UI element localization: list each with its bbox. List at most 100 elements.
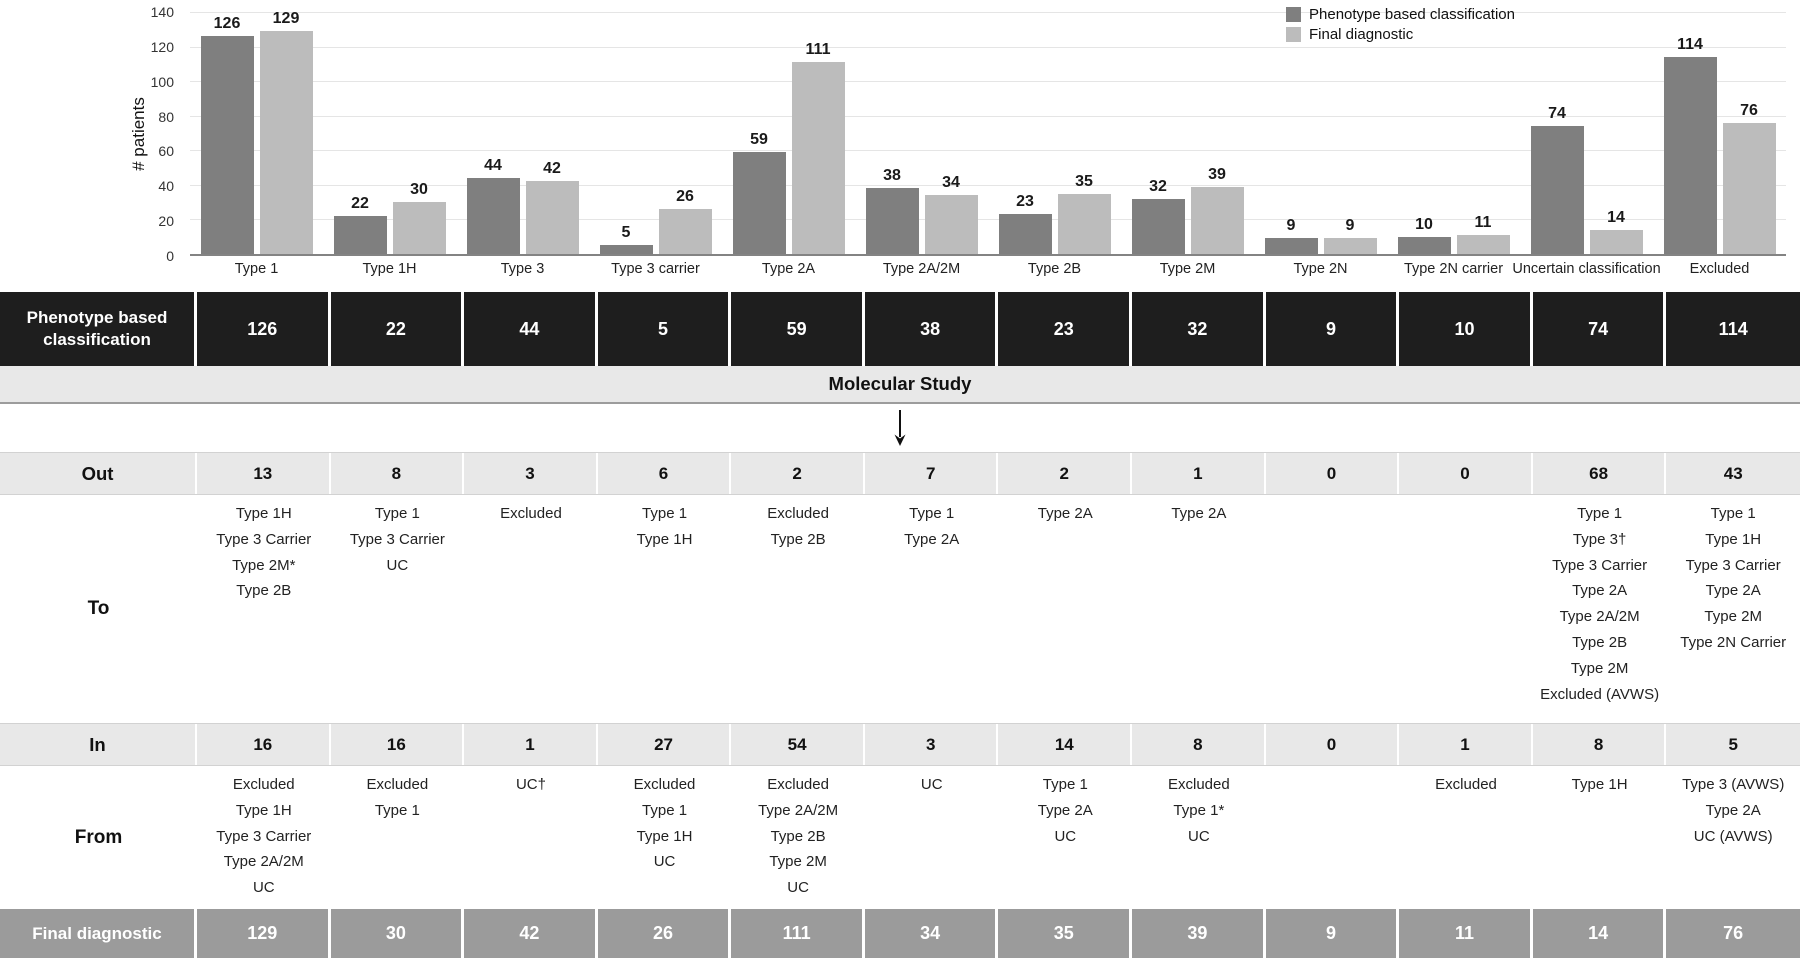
reclassification-list-cell bbox=[1266, 766, 1400, 909]
reclassification-list-item: Excluded bbox=[366, 776, 429, 793]
reclassification-list-item: Type 1 bbox=[374, 801, 420, 819]
legend-item: Phenotype based classification bbox=[1286, 6, 1515, 23]
reclassification-list-item: Type 1 bbox=[909, 505, 955, 522]
reclassification-list-item: Excluded bbox=[232, 776, 295, 793]
reclassification-list-item: Excluded bbox=[767, 505, 829, 522]
table-cell: 2 bbox=[998, 453, 1133, 494]
table-cell: 14 bbox=[998, 724, 1133, 765]
table-cell: 5 bbox=[1728, 734, 1738, 754]
reclassification-list-cell: UC bbox=[865, 766, 999, 909]
bar: 39 bbox=[1190, 166, 1244, 254]
reclassification-list-item: UC (AVWS) bbox=[1693, 827, 1773, 845]
x-axis-category-text: Type 1 bbox=[234, 261, 279, 277]
out-row: Out 13 8 3 6 2 7 2 1 0 0 68 43 bbox=[0, 452, 1800, 495]
bar: 126 bbox=[200, 15, 254, 254]
bar-group: 44 42 bbox=[456, 12, 589, 254]
y-tick-label: 120 bbox=[150, 38, 174, 55]
bar-value-label: 111 bbox=[805, 41, 831, 59]
bar: 44 bbox=[466, 157, 520, 254]
reclassification-list-item: Excluded bbox=[1168, 776, 1230, 793]
bar: 42 bbox=[525, 160, 579, 254]
reclassification-list-item: UC bbox=[386, 556, 409, 574]
reclassification-list-cell: Excluded bbox=[464, 495, 598, 723]
table-cell: 76 bbox=[1666, 909, 1800, 958]
gridline bbox=[190, 81, 1786, 83]
reclassification-list-item: UC† bbox=[515, 776, 546, 793]
reclassification-list-cell: UC† bbox=[464, 766, 598, 909]
molecular-study-label: Molecular Study bbox=[828, 373, 972, 394]
bar: 38 bbox=[865, 167, 919, 254]
x-axis-category-text: Type 2N bbox=[1293, 261, 1348, 277]
legend-swatch bbox=[1286, 27, 1301, 42]
table-cell: 7 bbox=[865, 453, 999, 494]
reclassification-list-item: Type 2A bbox=[1171, 505, 1227, 522]
table-cell: 59 bbox=[731, 292, 865, 366]
reclassification-list-item: UC bbox=[653, 853, 676, 871]
table-cell: 10 bbox=[1399, 292, 1533, 366]
table-cell: 6 bbox=[598, 453, 732, 494]
x-axis-category-label: Excluded bbox=[1653, 261, 1786, 285]
reclassification-list-cell: Excluded Type 2A/2M Type 2B Type 2M UC bbox=[731, 766, 865, 909]
reclassification-list-item: Type 1H bbox=[235, 801, 292, 819]
final-row-label: Final diagnostic bbox=[0, 909, 197, 958]
x-axis-category-text: Excluded bbox=[1689, 261, 1750, 277]
reclassification-list-item: Type 1 bbox=[642, 801, 688, 819]
x-axis-category-text: Type 3 bbox=[500, 261, 545, 277]
x-axis-category-text: Type 1H bbox=[362, 261, 417, 277]
bar-group: 114 76 bbox=[1653, 12, 1786, 254]
bar-value-label: 5 bbox=[621, 224, 631, 242]
reclassification-list-cell: Type 1H bbox=[1533, 766, 1667, 909]
x-axis-category-text: Type 3 carrier bbox=[611, 261, 700, 277]
table-cell: 8 bbox=[1132, 724, 1266, 765]
reclassification-list-item: Type 1H bbox=[1705, 530, 1762, 548]
bar: 114 bbox=[1663, 36, 1717, 254]
bar-value-label: 23 bbox=[1016, 193, 1034, 211]
bar: 74 bbox=[1530, 105, 1584, 254]
bar-value-label: 26 bbox=[676, 188, 694, 206]
reclassification-list-item: Type 2A bbox=[1705, 801, 1761, 819]
gridline bbox=[190, 12, 1786, 13]
table-cell: 16 bbox=[331, 724, 465, 765]
table-cell: 35 bbox=[998, 909, 1133, 958]
gridline bbox=[190, 219, 1786, 221]
x-axis-category-text: Type 2M bbox=[1159, 261, 1216, 277]
bar-value-label: 11 bbox=[1474, 214, 1492, 231]
reclassification-list-item: Type 1 bbox=[1577, 505, 1623, 522]
bar: 59 bbox=[732, 131, 786, 254]
y-tick-label: 140 bbox=[150, 4, 174, 20]
from-section: From Excluded Type 1H Type 3 Carrier Type 2… bbox=[0, 766, 1800, 909]
reclassification-list-item: Type 1 bbox=[1042, 776, 1088, 793]
table-cell: 2 bbox=[731, 453, 865, 494]
y-tick-label: 0 bbox=[166, 248, 174, 264]
reclassification-list-item: Type 3 (AVWS) bbox=[1682, 776, 1785, 793]
reclassification-list-item: Type 3 Carrier bbox=[1685, 556, 1781, 574]
reclassification-list-cell: Type 1H Type 3 Carrier Type 2M* Type 2B bbox=[197, 495, 331, 723]
reclassification-list-item: Type 2A/2M bbox=[223, 853, 304, 871]
x-axis-category-label: Uncertain classification bbox=[1512, 261, 1660, 285]
x-axis-category-label: Type 3 bbox=[456, 261, 589, 285]
reclassification-list-item: UC bbox=[1054, 827, 1077, 845]
reclassification-list-item: Type 2M* bbox=[232, 556, 296, 574]
x-axis-category-text: Type 2A bbox=[761, 261, 816, 277]
reclassification-list-item: Excluded bbox=[767, 776, 829, 793]
table-cell: 8 bbox=[331, 453, 465, 494]
table-cell: 1 bbox=[1399, 724, 1533, 765]
out-row-label: Out bbox=[0, 453, 197, 494]
x-axis-category-label: Type 2N carrier bbox=[1387, 261, 1520, 285]
legend: Phenotype based classification Final diag… bbox=[1286, 6, 1515, 43]
reclassification-list-item: UC bbox=[1188, 827, 1210, 845]
reclassification-list-item: Type 2B bbox=[770, 827, 826, 845]
legend-item: Final diagnostic bbox=[1286, 26, 1515, 43]
x-axis-category-label: Type 2B bbox=[988, 261, 1121, 285]
bar-value-label: 22 bbox=[351, 194, 369, 212]
bar-value-label: 44 bbox=[484, 156, 502, 174]
reclassification-list-cell: Type 1 Type 2A bbox=[865, 495, 999, 723]
bar-group: 38 34 bbox=[855, 12, 988, 254]
table-cell: 9 bbox=[1265, 292, 1400, 366]
to-section-label: To bbox=[87, 598, 110, 619]
bar: 32 bbox=[1131, 178, 1185, 254]
x-axis-category-label: Type 2M bbox=[1121, 261, 1254, 285]
bar-group: 74 14 bbox=[1520, 12, 1653, 254]
bar: 14 bbox=[1589, 209, 1643, 254]
reclassification-list-cell: Type 1 Type 2A UC bbox=[998, 766, 1132, 909]
